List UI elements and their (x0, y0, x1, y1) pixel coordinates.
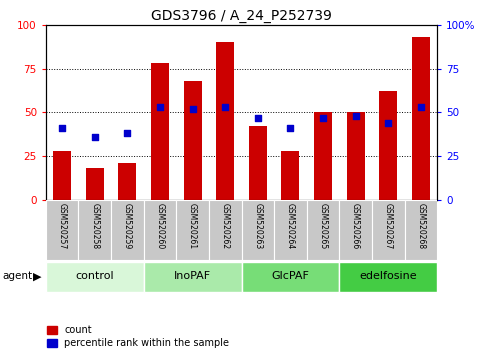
Bar (242, 262, 339, 292)
Text: ▶: ▶ (33, 271, 42, 281)
Text: GSM520260: GSM520260 (156, 203, 165, 249)
Point (352, 113, 359, 119)
Bar (405, 200, 437, 260)
Text: GSM520258: GSM520258 (90, 203, 99, 249)
Bar (282, 151, 299, 200)
Bar (209, 200, 242, 260)
Bar (118, 163, 136, 200)
Bar (412, 37, 430, 200)
Bar (86, 169, 104, 200)
Bar (216, 42, 234, 200)
Text: GSM520268: GSM520268 (416, 203, 426, 249)
Bar (53, 151, 71, 200)
Bar (46, 200, 79, 260)
Text: GSM520267: GSM520267 (384, 203, 393, 249)
Bar (46, 262, 144, 292)
Bar (347, 113, 365, 200)
Text: GSM520265: GSM520265 (318, 203, 327, 249)
Point (189, 106, 197, 112)
Bar (184, 81, 201, 200)
Text: GlcPAF: GlcPAF (271, 271, 309, 281)
Bar (339, 262, 437, 292)
Point (91, 134, 99, 140)
Point (58, 125, 66, 131)
Text: GSM520259: GSM520259 (123, 203, 132, 249)
Bar (379, 91, 397, 200)
Text: GSM520266: GSM520266 (351, 203, 360, 249)
Bar (151, 63, 169, 200)
Bar (176, 200, 209, 260)
Bar (144, 262, 242, 292)
Bar (249, 126, 267, 200)
Point (417, 104, 425, 110)
Point (221, 104, 229, 110)
Bar (307, 200, 339, 260)
Point (319, 115, 327, 120)
Bar (144, 200, 176, 260)
Text: GSM520264: GSM520264 (286, 203, 295, 249)
Text: GSM520263: GSM520263 (253, 203, 262, 249)
Bar (242, 200, 274, 260)
Point (156, 104, 164, 110)
Bar (111, 200, 144, 260)
Legend: count, percentile rank within the sample: count, percentile rank within the sample (46, 324, 230, 349)
Bar (372, 200, 405, 260)
Text: GSM520261: GSM520261 (188, 203, 197, 249)
Text: edelfosine: edelfosine (359, 271, 417, 281)
Text: control: control (75, 271, 114, 281)
Point (384, 120, 392, 126)
Bar (314, 113, 332, 200)
Bar (339, 200, 372, 260)
Text: GSM520257: GSM520257 (57, 203, 67, 249)
Text: GDS3796 / A_24_P252739: GDS3796 / A_24_P252739 (151, 9, 332, 23)
Bar (78, 200, 111, 260)
Text: InoPAF: InoPAF (174, 271, 211, 281)
Point (286, 125, 294, 131)
Point (124, 131, 131, 136)
Point (254, 115, 262, 120)
Text: agent: agent (2, 271, 32, 281)
Bar (274, 200, 307, 260)
Text: GSM520262: GSM520262 (221, 203, 230, 249)
